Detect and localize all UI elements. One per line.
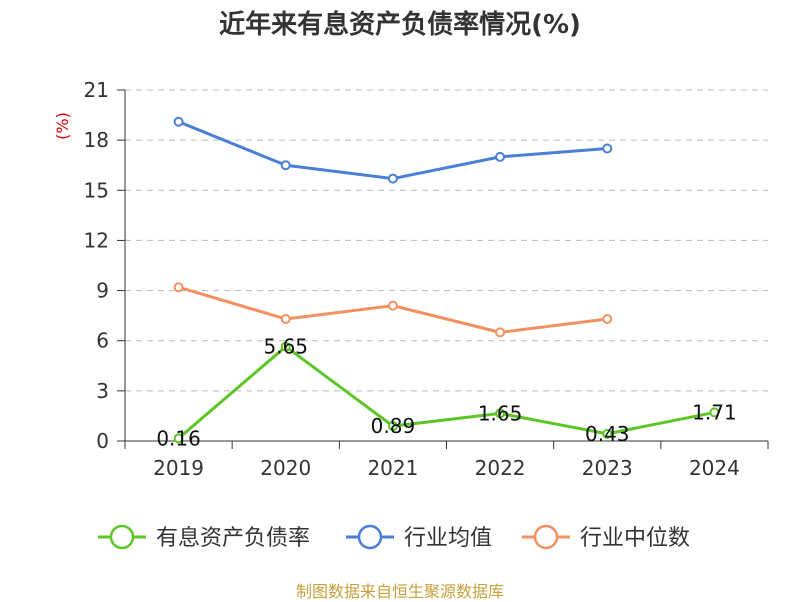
data-point (495, 151, 506, 162)
y-tick-label: 12 (84, 228, 109, 252)
axis-layer: 0 3 6 9 12 15 18 21 2019 2020 2021 2022 2023 2024 (%) (53, 78, 769, 480)
data-label: 0.43 (585, 422, 630, 446)
grid-layer (125, 89, 768, 392)
chart-title: 近年来有息资产负债率情况(%) (219, 10, 581, 40)
y-tick-label: 18 (84, 128, 109, 152)
data-label: 0.16 (156, 426, 201, 450)
data-point (387, 421, 398, 432)
y-tick-label: 15 (84, 178, 109, 202)
data-point (173, 116, 184, 127)
data-point (495, 408, 506, 419)
x-tick-label: 2023 (582, 456, 633, 480)
x-tick-label: 2021 (367, 456, 418, 480)
x-tick-label: 2020 (260, 456, 311, 480)
y-tick-label: 21 (84, 78, 109, 102)
legend-marker (109, 524, 135, 550)
y-tick-label: 6 (96, 329, 109, 353)
data-point (602, 143, 613, 154)
data-point (387, 300, 398, 311)
data-point (709, 407, 720, 418)
y-tick-label: 0 (96, 429, 109, 453)
data-point (173, 433, 184, 444)
data-label-layer: 0.16 5.65 0.89 1.65 0.43 1.71 (156, 335, 736, 451)
data-label: 0.89 (371, 414, 416, 438)
data-label: 1.71 (692, 400, 737, 424)
x-tick-label: 2019 (153, 456, 204, 480)
data-point (495, 327, 506, 338)
legend-marker (357, 524, 383, 550)
data-point (280, 341, 291, 352)
data-point (280, 313, 291, 324)
data-label: 5.65 (263, 335, 308, 359)
y-tick-label: 3 (96, 379, 109, 403)
data-label: 1.65 (478, 401, 523, 425)
legend-label: 有息资产负债率 (156, 526, 310, 551)
x-tick-label: 2024 (689, 456, 740, 480)
series-layer (173, 116, 720, 444)
y-tick-label: 9 (96, 279, 109, 303)
data-point (602, 428, 613, 439)
data-point (387, 173, 398, 184)
y-axis-label: (%) (53, 112, 72, 140)
x-tick-label: 2022 (475, 456, 526, 480)
legend-marker (533, 524, 559, 550)
data-point (602, 313, 613, 324)
series-line (177, 345, 715, 440)
source-footer: 制图数据来自恒生聚源数据库 (295, 582, 504, 601)
legend-label: 行业中位数 (580, 526, 690, 551)
legend-label: 行业均值 (404, 526, 492, 551)
data-point (280, 160, 291, 171)
legend: 有息资产负债率 行业均值 行业中位数 (98, 524, 690, 551)
series-line (178, 120, 608, 181)
data-point (173, 282, 184, 293)
